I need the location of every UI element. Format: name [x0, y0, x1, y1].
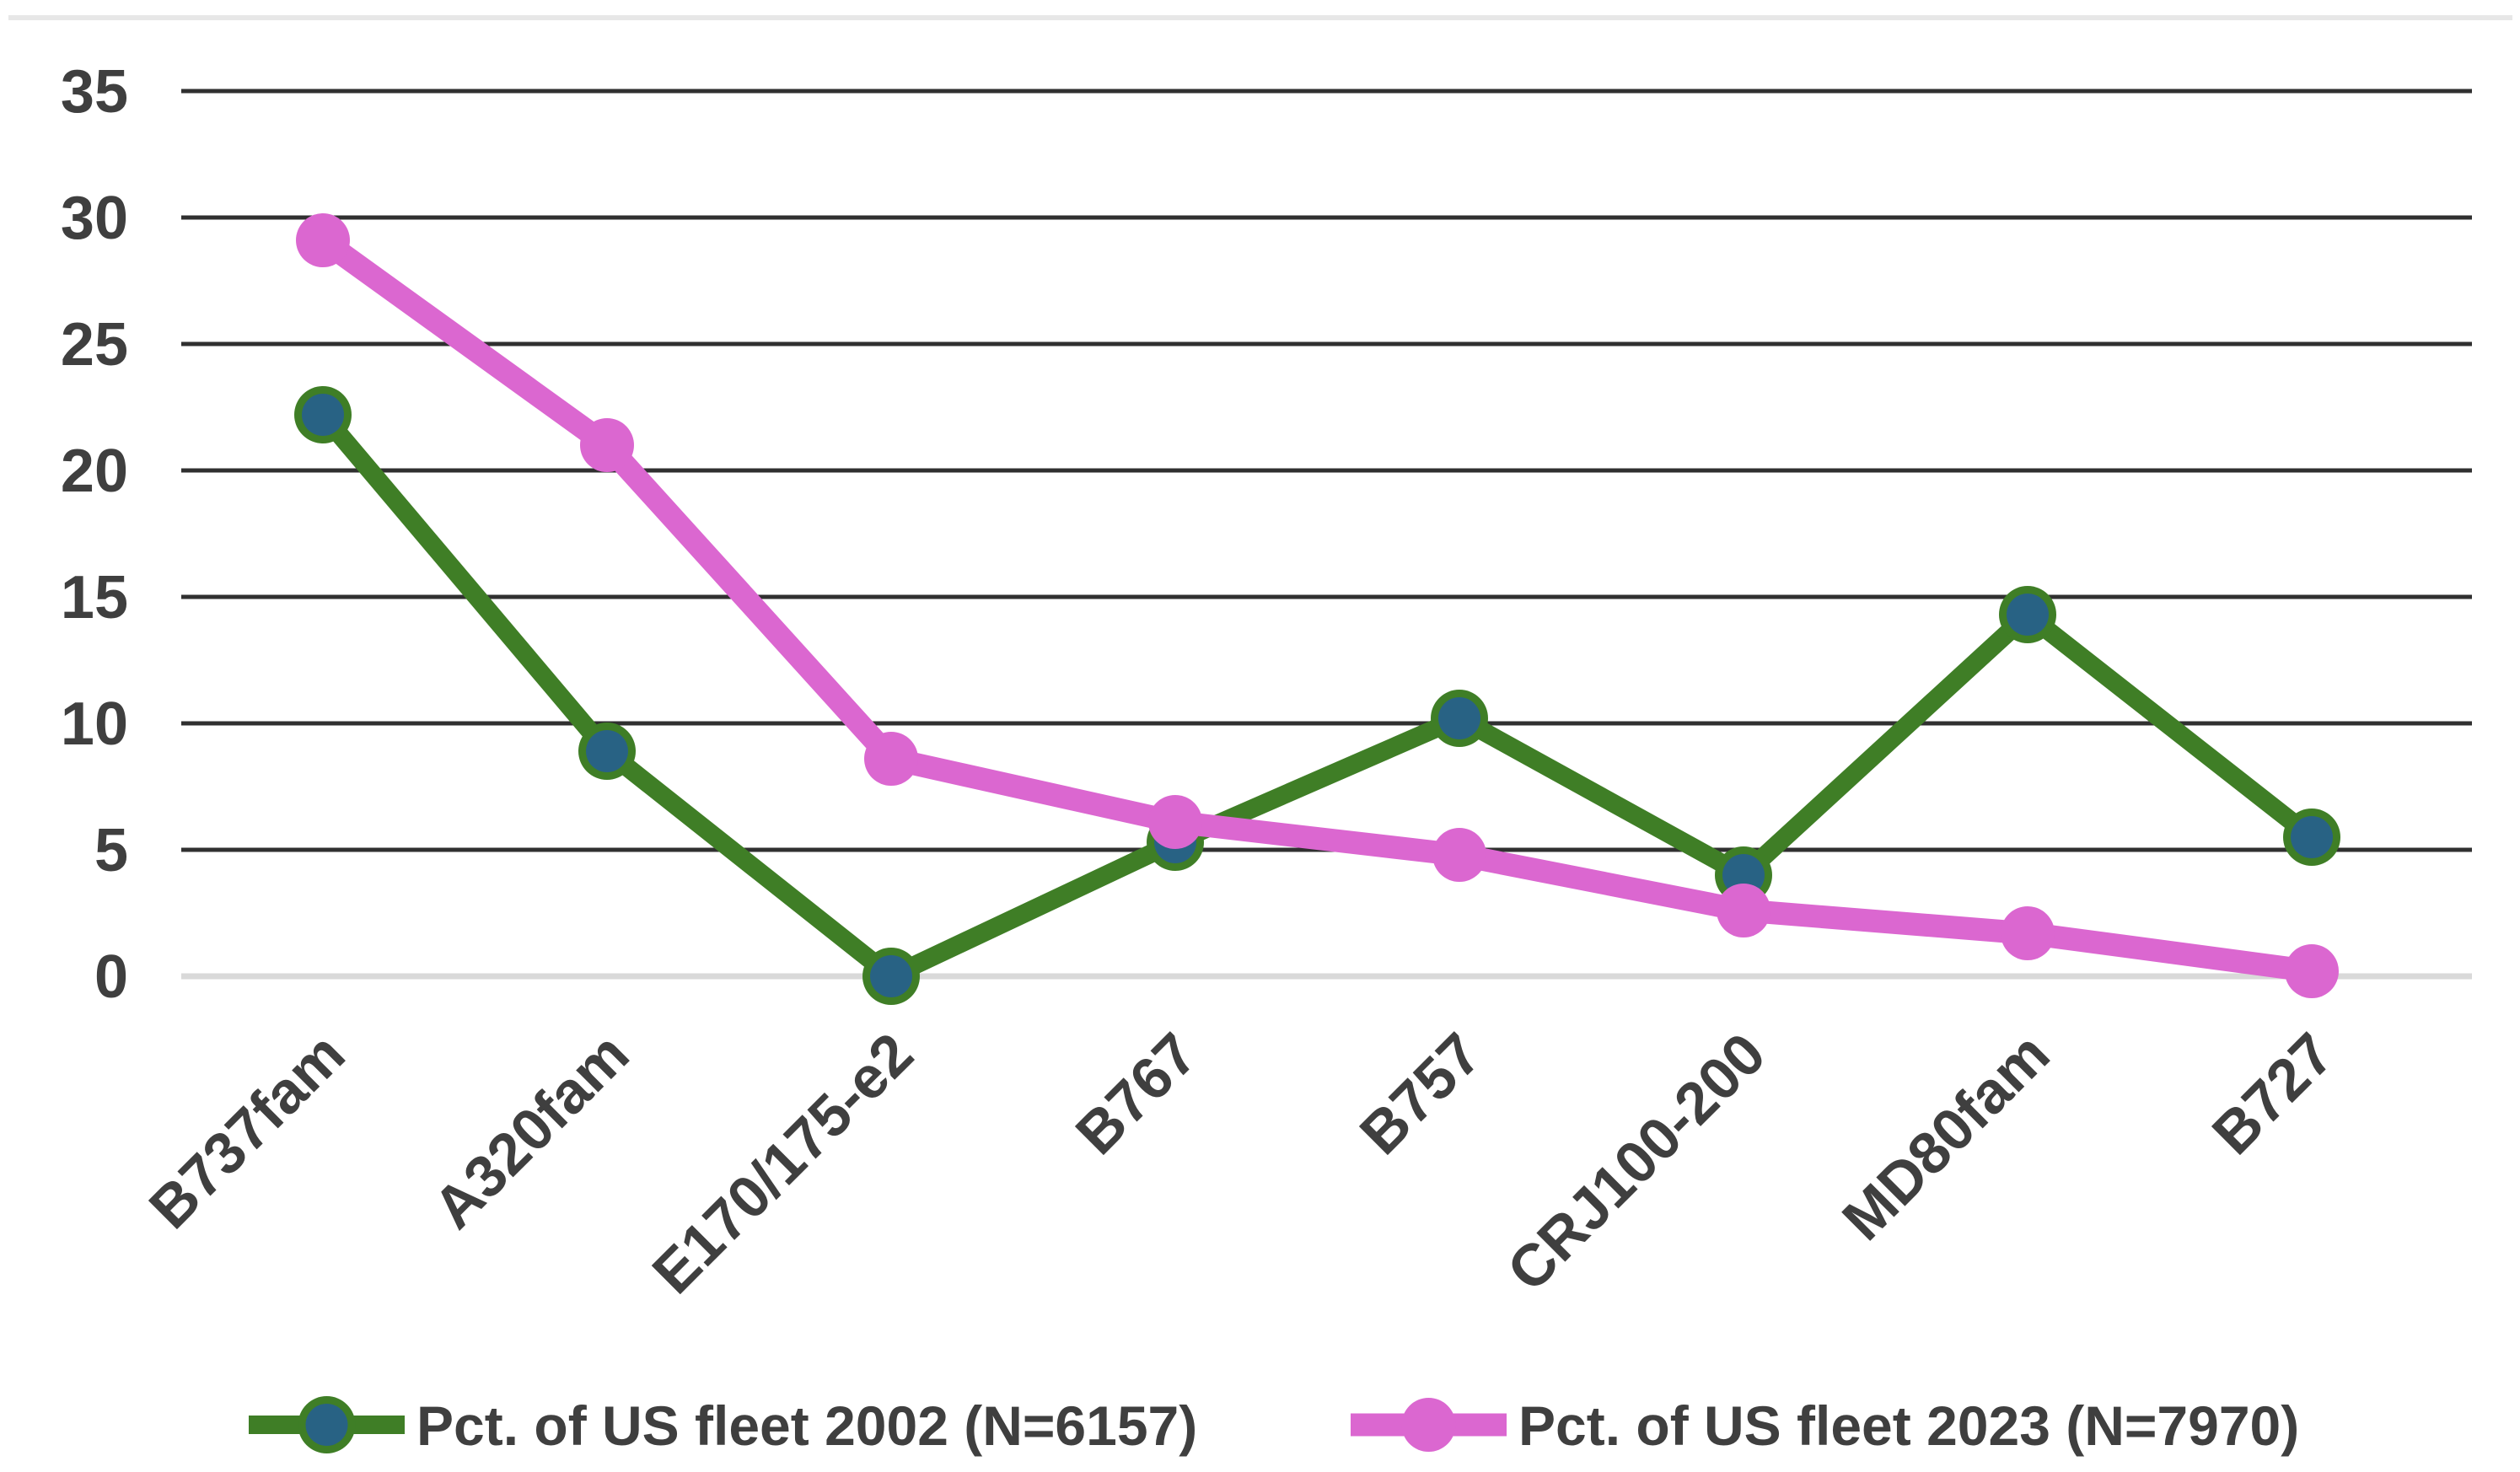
- data-point-marker: [586, 730, 628, 772]
- data-point-marker: [1722, 854, 1765, 896]
- legend-label: Pct. of US fleet 2023 (N=7970): [1518, 1394, 2299, 1457]
- data-point-marker: [2007, 594, 2049, 636]
- legend-item-2023: Pct. of US fleet 2023 (N=7970): [1351, 1394, 2299, 1457]
- x-category-label: E170/175-e2: [640, 1020, 926, 1306]
- x-category-label: MD80fam: [1830, 1020, 2061, 1252]
- y-tick-label: 15: [61, 564, 128, 631]
- y-gridlines: [181, 89, 2472, 980]
- y-tick-label: 30: [61, 185, 128, 252]
- data-point-marker: [1438, 697, 1480, 739]
- legend: Pct. of US fleet 2002 (N=6157) Pct. of US…: [249, 1394, 2299, 1457]
- y-tick-label: 35: [61, 58, 128, 126]
- data-point-marker: [305, 1404, 348, 1446]
- series-line: [315, 408, 2318, 986]
- y-axis-tick-labels: 0 5 10 15 20 25 30 35: [61, 58, 128, 1011]
- data-point-marker: [1401, 1398, 1456, 1452]
- y-tick-label: 20: [61, 438, 128, 505]
- x-category-label: CRJ100-200: [1495, 1020, 1778, 1303]
- x-category-label: B767: [1063, 1020, 1209, 1166]
- data-point-marker: [2285, 944, 2339, 998]
- data-point-marker: [1148, 795, 1202, 849]
- series-2002: [294, 386, 2340, 1005]
- x-category-label: B757: [1347, 1020, 1493, 1166]
- y-tick-label: 5: [94, 817, 128, 884]
- x-category-label: B727: [2200, 1020, 2345, 1166]
- series-2023: [296, 213, 2339, 998]
- data-point-marker: [302, 394, 344, 436]
- y-tick-label: 10: [61, 690, 128, 758]
- data-point-marker: [580, 418, 634, 472]
- series-line: [316, 231, 2313, 983]
- data-point-marker: [870, 955, 912, 997]
- data-point-marker: [2001, 906, 2055, 960]
- x-category-label: B737fam: [137, 1020, 357, 1241]
- data-point-marker: [2291, 816, 2333, 858]
- x-category-label: A320fam: [421, 1020, 642, 1241]
- plot-series: [294, 213, 2340, 1005]
- y-tick-label: 0: [94, 943, 128, 1011]
- data-point-marker: [1717, 884, 1770, 937]
- data-point-marker: [1432, 828, 1486, 882]
- data-point-marker: [864, 732, 918, 786]
- data-point-marker: [296, 213, 350, 267]
- legend-item-2002: Pct. of US fleet 2002 (N=6157): [249, 1394, 1197, 1457]
- y-tick-label: 25: [61, 311, 128, 379]
- legend-label: Pct. of US fleet 2002 (N=6157): [416, 1394, 1197, 1457]
